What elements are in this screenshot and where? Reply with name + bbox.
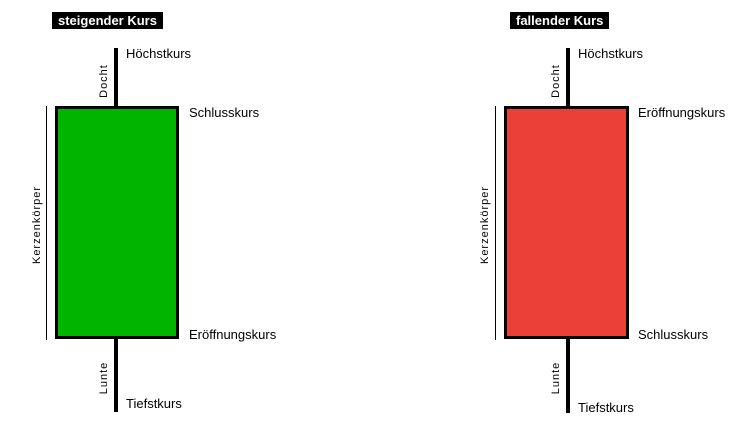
falling-body-bracket [495,106,496,340]
falling-bottom-label: Schlusskurs [638,327,709,342]
falling-upper-wick [566,48,570,109]
rising-upper-wick-label: Docht [98,64,110,98]
falling-title: fallender Kurs [510,12,610,29]
falling-low-label: Tiefstkurs [578,400,634,415]
falling-body-label: Kerzenkörper [479,185,491,265]
falling-top-label: Eröffnungskurs [638,105,726,120]
rising-body-label: Kerzenkörper [31,185,43,265]
rising-high-label: Höchstkurs [126,46,192,61]
rising-lower-wick-label: Lunte [98,361,110,395]
rising-low-label: Tiefstkurs [126,396,182,411]
falling-lower-wick [566,337,570,413]
rising-title: steigender Kurs [52,12,163,29]
falling-candle-body [504,106,629,339]
rising-upper-wick [114,48,118,109]
rising-top-label: Schlusskurs [189,105,260,120]
falling-high-label: Höchstkurs [578,46,644,61]
rising-lower-wick [114,337,118,412]
rising-body-bracket [46,106,47,340]
falling-lower-wick-label: Lunte [550,361,562,395]
rising-bottom-label: Eröffnungskurs [189,327,277,342]
rising-candle-body [55,106,179,339]
falling-upper-wick-label: Docht [550,64,562,98]
